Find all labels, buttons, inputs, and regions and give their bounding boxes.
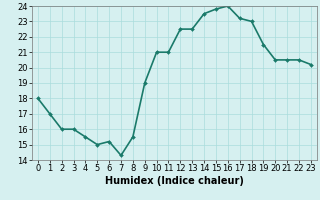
X-axis label: Humidex (Indice chaleur): Humidex (Indice chaleur) bbox=[105, 176, 244, 186]
